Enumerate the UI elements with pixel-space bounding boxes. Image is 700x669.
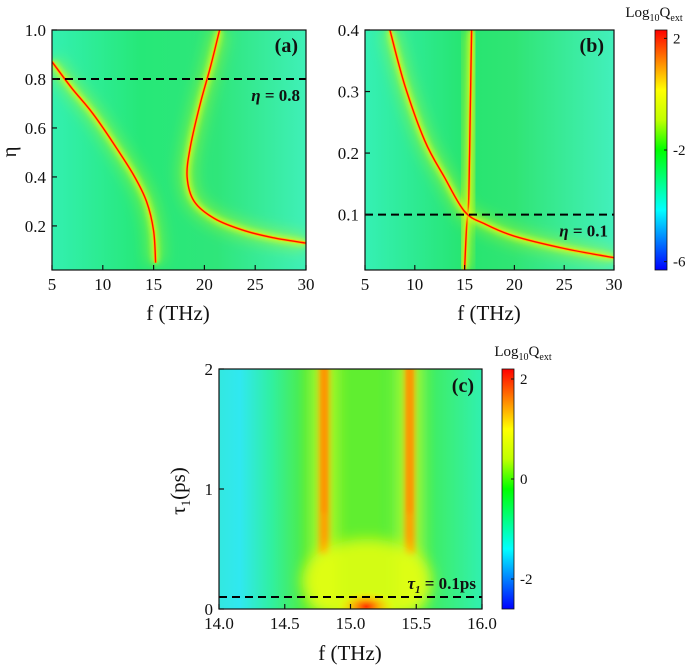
colorbar-2-title: Log10Qext <box>494 344 551 363</box>
x-tick-label: 15 <box>145 275 162 294</box>
panel-a-resonance-curves <box>52 30 306 264</box>
colorbar-1-ticks: 2 -2 -6 <box>664 31 686 271</box>
eta-symbol: η <box>559 222 568 241</box>
cb1-title-q: Q <box>660 5 671 21</box>
colorbar-1-title: Log10Qext <box>625 5 682 24</box>
y-tick-label: 0 <box>205 600 214 619</box>
x-tick-label: 10 <box>406 275 423 294</box>
panel-b-frame <box>364 29 615 271</box>
panel-a-eta-label: η = 0.8 <box>251 86 300 105</box>
x-tick-label: 5 <box>48 275 57 294</box>
merged-region <box>302 539 432 609</box>
y-tick-label: 0.6 <box>25 119 46 138</box>
resonance-band-core <box>407 369 412 513</box>
panel-c-tau-label: τ1 = 0.1ps <box>407 574 476 596</box>
panel-c-xlabel: f (THz) <box>318 641 382 665</box>
panel-a: η = 0.8 (a) 5 10 15 20 25 30 0.2 0.4 0.6 0.8 1.0 f… <box>0 21 315 325</box>
x-tick-label: 16.0 <box>467 614 497 633</box>
colorbar-1: Log10Qext 2 -2 -6 <box>625 5 686 271</box>
panel-b-resonance-curves <box>381 30 614 270</box>
y-tick-label: 1 <box>205 480 214 499</box>
x-tick-label: 20 <box>506 275 523 294</box>
x-tick-label: 5 <box>361 275 370 294</box>
colorbar-tick-label: 2 <box>520 372 528 388</box>
y-tick-label: 1.0 <box>25 21 46 40</box>
panel-c-ylabel-tau: τ <box>166 506 190 514</box>
panel-c-label: (c) <box>452 375 474 397</box>
x-tick-label: 14.0 <box>204 614 234 633</box>
cb1-title-sub1: 10 <box>650 13 660 24</box>
panel-b-label: (b) <box>580 35 604 57</box>
merged-peak <box>336 590 397 609</box>
y-tick-label: 0.2 <box>25 217 46 236</box>
y-tick-label: 0.4 <box>338 21 360 40</box>
panel-b-xlabel: f (THz) <box>457 301 521 325</box>
cb2-title-sub1: 10 <box>519 352 529 363</box>
y-tick-label: 0.8 <box>25 70 46 89</box>
y-tick-label: 0.4 <box>25 168 47 187</box>
resonance-curve <box>463 30 473 270</box>
eta-value: = 0.8 <box>261 86 300 105</box>
eta-value: = 0.1 <box>569 222 608 241</box>
panel-c-ylabel: τ1(ps) <box>166 467 193 515</box>
tau-value: = 0.1ps <box>420 574 476 593</box>
panel-c-axes: 14.0 14.5 15.0 15.5 16.0 0 1 2 <box>204 360 497 633</box>
colorbar-tick-label: 2 <box>673 31 681 47</box>
eta-symbol: η <box>251 86 260 105</box>
resonance-curve <box>52 61 157 263</box>
resonance-band-core <box>322 369 327 513</box>
tau-subscript: 1 <box>415 584 421 596</box>
y-tick-label: 0.1 <box>338 206 359 225</box>
x-tick-label: 25 <box>556 275 573 294</box>
panel-a-xlabel: f (THz) <box>146 301 210 325</box>
colorbar-2-ramp <box>501 368 515 610</box>
x-tick-label: 15.5 <box>401 614 431 633</box>
cb2-title-q: Q <box>529 344 540 360</box>
panel-a-ylabel: η <box>0 147 21 158</box>
cb1-title-log: Log <box>625 5 650 21</box>
x-tick-label: 30 <box>606 275 623 294</box>
panel-c-ylabel-sub: 1 <box>178 500 193 507</box>
y-tick-label: 0.2 <box>338 144 359 163</box>
x-tick-label: 15 <box>456 275 473 294</box>
panel-b: η = 0.1 (b) 5 10 15 20 25 30 0.1 0.2 0.3 0.4 f (T… <box>338 21 623 325</box>
cb1-title-sub2: ext <box>670 13 682 24</box>
panel-a-label: (a) <box>275 35 298 57</box>
colorbar-2: Log10Qext 2 0 -2 <box>494 344 552 610</box>
x-tick-label: 15.0 <box>336 614 366 633</box>
colorbar-tick-label: -2 <box>520 572 533 588</box>
tau-symbol: τ <box>407 574 415 593</box>
x-tick-label: 20 <box>196 275 213 294</box>
panel-c-ylabel-unit: (ps) <box>166 467 190 500</box>
panel-b-eta-label: η = 0.1 <box>559 222 608 241</box>
x-tick-label: 14.5 <box>270 614 300 633</box>
panel-a-axes: 5 10 15 20 25 30 0.2 0.4 0.6 0.8 1.0 <box>25 21 315 294</box>
x-tick-label: 25 <box>247 275 264 294</box>
cb2-title-log: Log <box>494 344 519 360</box>
y-tick-label: 0.3 <box>338 83 359 102</box>
colorbar-tick-label: -6 <box>673 255 686 271</box>
colorbar-tick-label: 0 <box>520 472 528 488</box>
resonance-curve <box>186 30 306 244</box>
panel-b-axes: 5 10 15 20 25 30 0.1 0.2 0.3 0.4 <box>338 21 623 294</box>
x-tick-label: 30 <box>298 275 315 294</box>
resonance-curve <box>389 30 614 259</box>
colorbar-2-ticks: 2 0 -2 <box>511 372 533 588</box>
colorbar-tick-label: -2 <box>673 143 686 159</box>
panel-c-resonance-bands <box>302 369 432 609</box>
panel-a-frame <box>51 29 307 271</box>
x-tick-label: 10 <box>94 275 111 294</box>
cb2-title-sub2: ext <box>539 352 551 363</box>
y-tick-label: 2 <box>205 360 214 379</box>
